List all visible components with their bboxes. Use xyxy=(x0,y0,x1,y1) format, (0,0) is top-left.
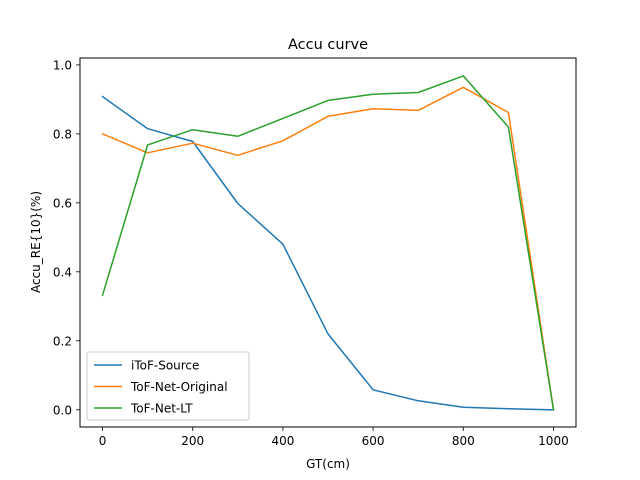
chart-title: Accu curve xyxy=(288,37,368,53)
legend-label-1: ToF-Net-Original xyxy=(130,380,228,394)
x-tick-label: 800 xyxy=(452,434,475,448)
x-tick-label: 0 xyxy=(99,434,107,448)
y-axis-label: Accu_RE{10}(%) xyxy=(29,191,43,293)
y-tick-label: 0.8 xyxy=(53,127,72,141)
legend-frame xyxy=(86,351,250,421)
y-tick-label: 0.2 xyxy=(53,334,72,348)
y-tick-label: 0.6 xyxy=(53,196,72,210)
plot-lines xyxy=(101,75,555,411)
series-line-1 xyxy=(101,86,555,411)
x-axis-ticks: 0 200 400 600 800 1000 xyxy=(99,427,569,448)
series-line-0 xyxy=(101,95,555,411)
legend-label-2: ToF-Net-LT xyxy=(130,402,193,416)
legend: iToF-Source ToF-Net-Original ToF-Net-LT xyxy=(86,351,250,421)
x-axis-label: GT(cm) xyxy=(306,457,350,471)
x-tick-label: 200 xyxy=(181,434,204,448)
plot-area-frame xyxy=(79,57,577,428)
x-tick-label: 600 xyxy=(362,434,385,448)
legend-label-0: iToF-Source xyxy=(131,359,199,373)
series-line-2 xyxy=(101,75,555,411)
y-tick-label: 1.0 xyxy=(53,58,72,72)
x-tick-label: 400 xyxy=(271,434,294,448)
y-tick-label: 0.0 xyxy=(53,403,72,417)
x-tick-label: 1000 xyxy=(538,434,569,448)
y-axis-ticks: 0.0 0.2 0.4 0.6 0.8 1.0 xyxy=(53,58,80,417)
y-tick-label: 0.4 xyxy=(53,265,72,279)
